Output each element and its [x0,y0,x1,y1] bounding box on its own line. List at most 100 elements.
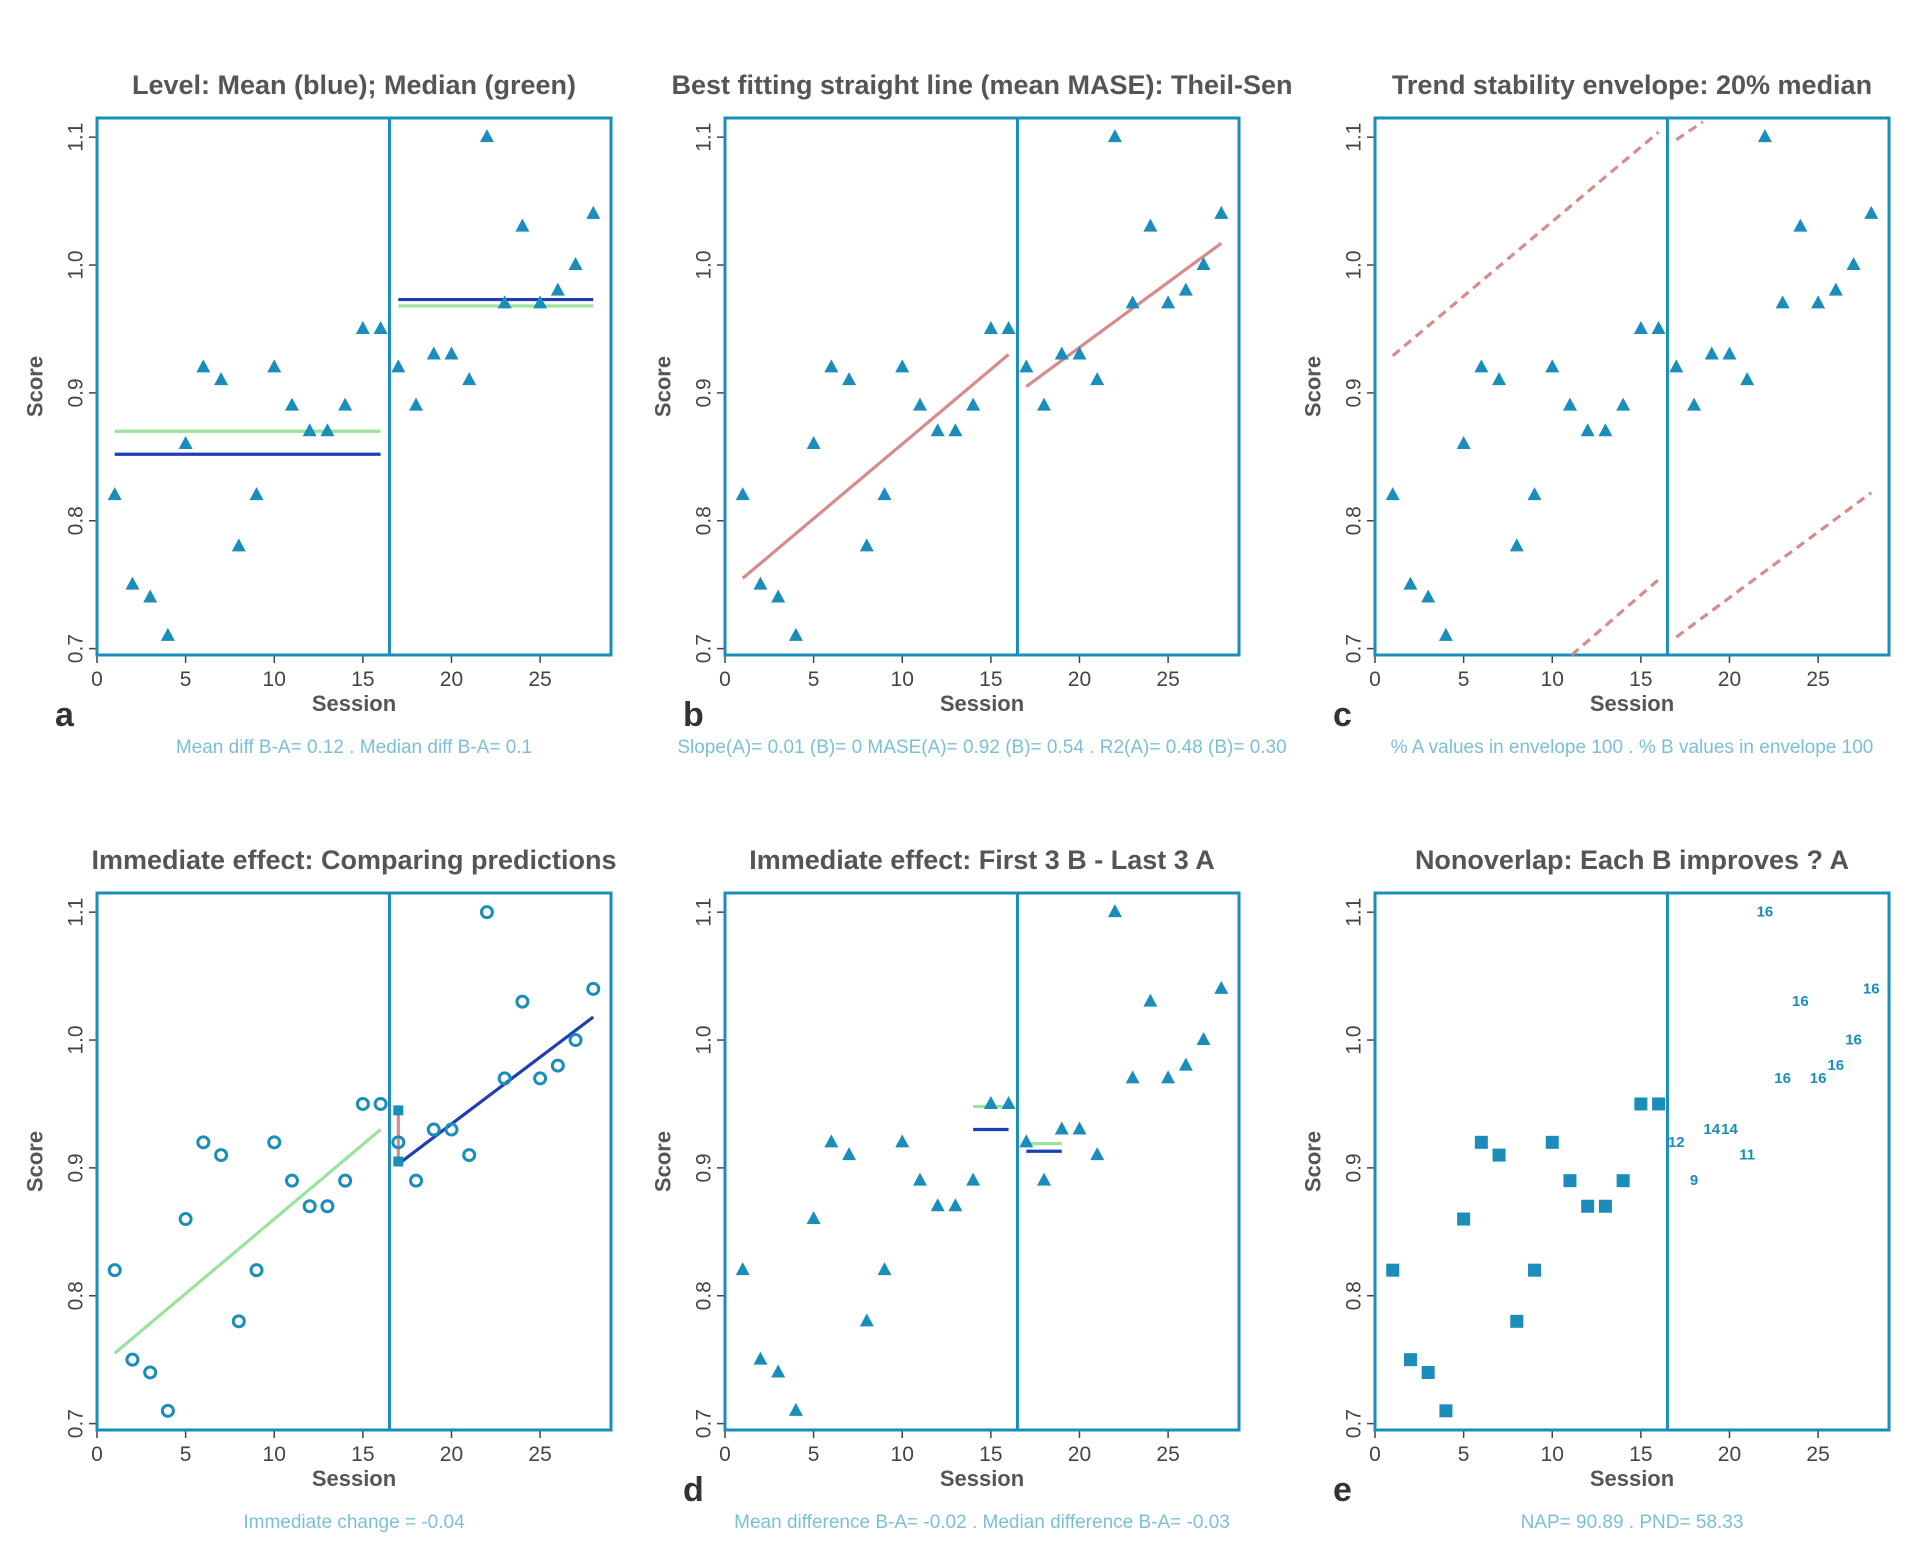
data-point-triangle [1616,397,1631,411]
y-axis-label: Score [651,356,676,417]
data-point-circle [302,1199,317,1214]
panel-title: Best fitting straight line (mean MASE): … [671,70,1292,100]
data-point-square [1492,1148,1506,1162]
data-point-triangle [1811,295,1826,309]
data-point-triangle [1669,359,1684,373]
data-point-circle [568,1033,583,1048]
data-point-triangle [1562,397,1577,411]
panel-b: Best fitting straight line (mean MASE): … [651,70,1293,758]
panel-letter: d [683,1471,704,1509]
x-tick-label: 5 [1458,668,1470,691]
panel-d: Immediate effect: Comparing predictions 0… [23,845,617,1533]
data-point-triangle [842,372,857,386]
x-axis-label: Session [312,691,396,716]
rank-label: 12 [1668,1134,1685,1151]
data-point-triangle [1072,1121,1087,1135]
panel-caption: % A values in envelope 100 . % B values … [1391,737,1874,758]
data-point-triangle [859,538,874,552]
plot-frame [1373,116,1891,657]
projected-A-marker [393,1105,404,1116]
x-tick-label: 20 [1068,1443,1091,1466]
trend-B-line [1025,242,1223,388]
y-tick-label: 0.9 [1343,378,1366,407]
x-tick-label: 0 [1369,668,1381,691]
y-tick-label: 1.1 [1343,898,1366,927]
y-axis-label: Score [23,356,48,417]
y-tick-label: 1.0 [693,250,716,279]
data-point-square [1528,1263,1542,1277]
data-point-triangle [842,1147,857,1161]
y-tick-label: 1.1 [65,123,88,152]
data-point-triangle [586,205,601,219]
y-tick-label: 0.9 [65,1153,88,1182]
data-point-square [1510,1314,1524,1328]
y-tick-label: 0.8 [65,1281,88,1310]
x-tick-label: 5 [808,1443,820,1466]
data-point-triangle [214,372,229,386]
y-tick-label: 0.8 [65,506,88,535]
x-tick-label: 5 [1458,1443,1470,1466]
panel-title: Immediate effect: Comparing predictions [91,845,616,875]
data-point-circle [515,994,530,1009]
data-point-circle [178,1212,193,1227]
y-tick-label: 1.1 [693,123,716,152]
data-point-square [1634,1097,1648,1111]
data-point-triangle [1509,538,1524,552]
data-point-triangle [1704,346,1719,360]
data-point-circle [338,1173,353,1188]
data-point-triangle [895,1134,910,1148]
data-point-circle [550,1058,565,1073]
data-point-triangle [1740,372,1755,386]
y-tick-label: 0.8 [1343,506,1366,535]
rank-label: 16 [1810,1070,1827,1087]
data-point-circle [284,1173,299,1188]
data-point-triangle [806,1211,821,1225]
plot-frame [1373,891,1891,1432]
data-point-triangle [1214,205,1229,219]
data-point-triangle [771,589,786,603]
envelope-A-upper-line [1391,130,1660,358]
panel-title: Nonoverlap: Each B improves ? A [1415,845,1849,875]
data-point-circle [143,1365,158,1380]
y-tick-label: 1.1 [693,898,716,927]
x-tick-label: 25 [1156,668,1179,691]
trend-A-line [741,353,1010,580]
data-point-triangle [568,257,583,271]
plot-frame [723,891,1241,1432]
data-point-triangle [1072,346,1087,360]
x-tick-label: 0 [1369,1443,1381,1466]
x-tick-label: 0 [719,1443,731,1466]
data-point-triangle [1125,1070,1140,1084]
data-point-triangle [409,397,424,411]
y-tick-label: 1.0 [1343,1025,1366,1054]
x-tick-label: 25 [528,668,551,691]
y-axis-label: Score [651,1131,676,1192]
rank-label: 14 [1721,1121,1738,1138]
x-axis-label: Session [940,1466,1024,1491]
data-point-triangle [125,576,140,590]
rank-label: 16 [1827,1057,1844,1074]
data-point-triangle [1019,1134,1034,1148]
data-point-triangle [1196,1032,1211,1046]
x-tick-label: 10 [263,1443,286,1466]
data-point-triangle [1474,359,1489,373]
panel-f: Nonoverlap: Each B improves ? A 0 5 10 15 20 2… [1301,845,1891,1533]
data-point-triangle [1651,320,1666,334]
data-point-triangle [1161,295,1176,309]
data-point-circle [107,1263,122,1278]
data-point-triangle [1125,295,1140,309]
data-point-triangle [231,538,246,552]
data-point-triangle [1054,346,1069,360]
y-axis-label: Score [23,1131,48,1192]
data-point-triangle [788,627,803,641]
data-point-triangle [1864,205,1879,219]
x-tick-label: 20 [440,668,463,691]
data-point-triangle [1421,589,1436,603]
panel-a: Level: Mean (blue); Median (green) 0 5 10 15… [23,70,613,758]
y-tick-label: 0.9 [65,378,88,407]
panel-caption: Mean diff B-A= 0.12 . Median diff B-A= 0… [176,737,532,758]
data-point-triangle [1598,423,1613,437]
panel-title: Level: Mean (blue); Median (green) [132,70,576,100]
data-point-circle [391,1135,406,1150]
panel-caption: Slope(A)= 0.01 (B)= 0 MASE(A)= 0.92 (B)=… [677,737,1286,758]
